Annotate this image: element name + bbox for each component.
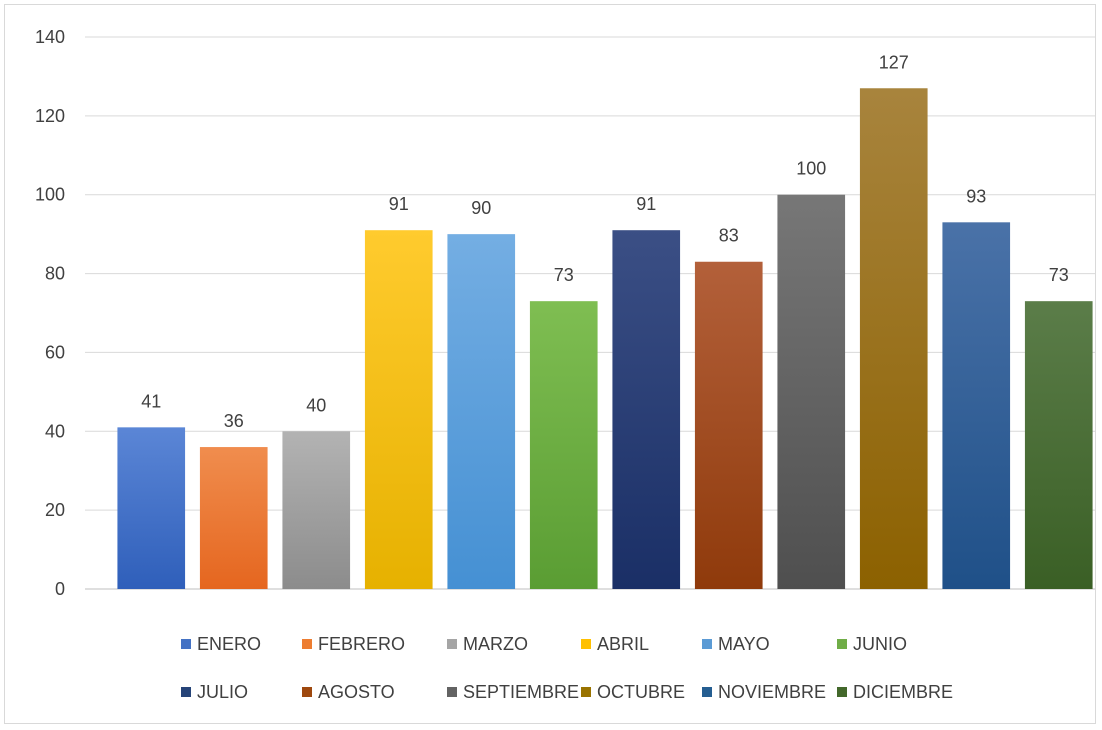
data-label-agosto: 83 [719, 226, 739, 246]
legend-label: ABRIL [597, 634, 649, 654]
legend-swatch [581, 639, 591, 649]
legend-item-mayo: MAYO [702, 634, 770, 654]
bar-enero [117, 427, 186, 589]
bar-septiembre [777, 194, 846, 589]
chart-frame: 0 20 40 60 80 100 120 140 41 36 40 91 90 73 91 83 100 12… [4, 4, 1096, 724]
data-label-abril: 91 [389, 194, 409, 214]
legend-item-diciembre: DICIEMBRE [837, 682, 953, 702]
legend-swatch [702, 639, 712, 649]
bar-octubre [859, 88, 928, 589]
bar-noviembre [942, 222, 1011, 590]
legend-swatch [837, 687, 847, 697]
legend-item-noviembre: NOVIEMBRE [702, 682, 826, 702]
legend-label: NOVIEMBRE [718, 682, 826, 702]
y-tick-label: 120 [35, 106, 65, 126]
data-label-marzo: 40 [306, 395, 326, 415]
legend-item-septiembre: SEPTIEMBRE [447, 682, 579, 702]
legend-swatch [447, 639, 457, 649]
y-tick-label: 140 [35, 27, 65, 47]
y-tick-label: 0 [55, 579, 65, 599]
bar-chart: 0 20 40 60 80 100 120 140 41 36 40 91 90 73 91 83 100 12… [35, 27, 1095, 702]
data-label-enero: 41 [141, 391, 161, 411]
y-tick-label: 100 [35, 185, 65, 205]
data-label-noviembre: 93 [966, 186, 986, 206]
legend-item-abril: ABRIL [581, 634, 649, 654]
bar-diciembre [1024, 301, 1093, 589]
bar-marzo [282, 431, 351, 589]
legend-label: JULIO [197, 682, 248, 702]
legend-label: DICIEMBRE [853, 682, 953, 702]
legend-label: JUNIO [853, 634, 907, 654]
legend-swatch [581, 687, 591, 697]
y-tick-label: 80 [45, 264, 65, 284]
data-label-diciembre: 73 [1049, 265, 1069, 285]
legend: ENERO FEBRERO MARZO ABRIL MAYO JUNIO JULIO AGOS… [181, 634, 953, 702]
bar-mayo [447, 234, 516, 589]
bars [117, 88, 1093, 590]
y-tick-label: 40 [45, 421, 65, 441]
bar-junio [529, 301, 598, 589]
legend-item-agosto: AGOSTO [302, 682, 395, 702]
bar-febrero [199, 447, 268, 589]
legend-label: FEBRERO [318, 634, 405, 654]
legend-swatch [447, 687, 457, 697]
data-labels: 41 36 40 91 90 73 91 83 100 127 93 73 [141, 52, 1069, 431]
legend-item-marzo: MARZO [447, 634, 528, 654]
data-label-octubre: 127 [879, 52, 909, 72]
legend-swatch [702, 687, 712, 697]
legend-label: MARZO [463, 634, 528, 654]
data-label-junio: 73 [554, 265, 574, 285]
legend-item-enero: ENERO [181, 634, 261, 654]
y-tick-label: 60 [45, 342, 65, 362]
legend-item-febrero: FEBRERO [302, 634, 405, 654]
data-label-julio: 91 [636, 194, 656, 214]
data-label-mayo: 90 [471, 198, 491, 218]
legend-label: SEPTIEMBRE [463, 682, 579, 702]
legend-swatch [302, 687, 312, 697]
legend-swatch [837, 639, 847, 649]
legend-swatch [302, 639, 312, 649]
legend-label: AGOSTO [318, 682, 395, 702]
y-axis-ticks: 0 20 40 60 80 100 120 140 [35, 27, 65, 599]
legend-label: MAYO [718, 634, 770, 654]
legend-item-julio: JULIO [181, 682, 248, 702]
y-tick-label: 20 [45, 500, 65, 520]
bar-abril [364, 230, 433, 589]
legend-swatch [181, 687, 191, 697]
legend-swatch [181, 639, 191, 649]
data-label-septiembre: 100 [796, 159, 826, 179]
legend-label: OCTUBRE [597, 682, 685, 702]
data-label-febrero: 36 [224, 411, 244, 431]
legend-label: ENERO [197, 634, 261, 654]
bar-agosto [694, 261, 763, 589]
legend-item-octubre: OCTUBRE [581, 682, 685, 702]
legend-item-junio: JUNIO [837, 634, 907, 654]
bar-julio [612, 230, 681, 589]
